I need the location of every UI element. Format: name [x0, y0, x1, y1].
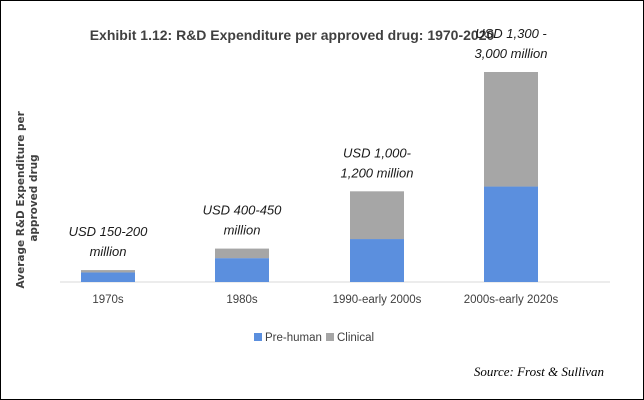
bar-annotations: USD 150-200 million USD 400-450 million USD …	[69, 26, 548, 259]
bar-annotation: USD 400-450 million	[203, 203, 283, 238]
bar-clinical-1	[81, 270, 135, 273]
bar-pre-human-2	[215, 258, 269, 282]
x-tick-label: 2000s-early 2020s	[464, 294, 559, 306]
bar-clinical-3	[350, 191, 404, 240]
bar-clinical-2	[215, 248, 269, 259]
bar-pre-human-1	[81, 272, 135, 282]
bar-annotation: USD 1,300 -3,000 million	[475, 26, 548, 61]
y-axis-label: Average R&D Expenditure per approved dru…	[15, 108, 40, 289]
legend: Pre-human Clinical	[254, 332, 374, 344]
bar-pre-human-3	[350, 239, 404, 282]
bar-pre-human-4	[484, 186, 538, 282]
y-axis-label-line-2: approved drug	[28, 154, 40, 241]
x-tick-label: 1980s	[226, 294, 258, 306]
source-note: Source: Frost & Sullivan	[474, 364, 604, 379]
bars-group	[81, 72, 538, 282]
x-tick-label: 1970s	[92, 294, 124, 306]
bar-annotation: USD 150-200 million	[69, 224, 149, 259]
legend-swatch-pre-human	[254, 333, 262, 341]
bar-clinical-4	[484, 72, 538, 187]
x-tick-label: 1990-early 2000s	[333, 294, 422, 306]
y-axis-label-line-1: Average R&D Expenditure per	[15, 110, 27, 288]
legend-swatch-clinical	[326, 333, 334, 341]
legend-label-clinical: Clinical	[337, 332, 374, 344]
chart-title: Exhibit 1.12: R&D Expenditure per approv…	[90, 27, 495, 43]
x-tick-labels: 1970s 1980s 1990-early 2000s 2000s-early 20…	[92, 294, 558, 306]
bar-annotation: USD 1,000-1,200 million	[341, 145, 414, 180]
legend-label-pre-human: Pre-human	[265, 332, 322, 344]
svg-text:Average R&D Expenditure per: Average R&D Expenditure per approved dru…	[15, 108, 40, 289]
